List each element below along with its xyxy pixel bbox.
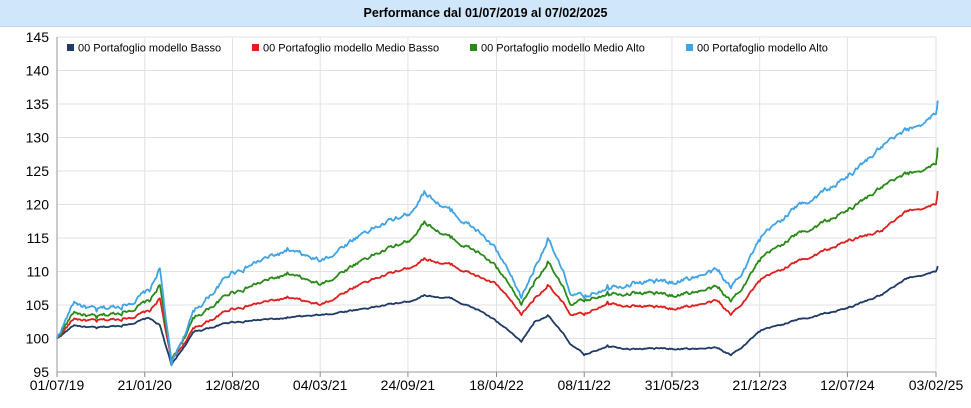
series-line-3 — [56, 147, 939, 363]
x-tick-label: 31/05/23 — [645, 377, 700, 393]
x-tick-label: 21/12/23 — [732, 377, 787, 393]
x-tick-label: 24/09/21 — [381, 377, 436, 393]
y-tick-label: 135 — [26, 96, 50, 112]
series-layer — [56, 100, 939, 367]
chart-title: Performance dal 01/07/2019 al 07/02/2025 — [0, 0, 971, 27]
y-tick-label: 125 — [26, 163, 50, 179]
x-tick-label: 01/07/19 — [30, 377, 85, 393]
x-tick-label: 12/08/20 — [205, 377, 260, 393]
x-tick-label: 21/01/20 — [117, 377, 172, 393]
x-tick-label: 18/04/22 — [469, 377, 524, 393]
axes: 95 100 105 110 115 120 125 130 135 140 145 01/07/19… — [26, 29, 964, 393]
y-tick-label: 95 — [33, 364, 49, 380]
y-tick-label: 100 — [26, 331, 50, 347]
x-tick-label: 04/03/21 — [293, 377, 348, 393]
y-tick-label: 140 — [26, 63, 50, 79]
legend: 00 Portafoglio modello Basso 00 Portafogl… — [67, 43, 828, 55]
legend-label: 00 Portafoglio modello Basso — [78, 43, 221, 55]
y-tick-label: 145 — [26, 29, 50, 45]
y-tick-label: 130 — [26, 130, 50, 146]
line-chart: 95 100 105 110 115 120 125 130 135 140 145 01/07/19… — [26, 29, 964, 393]
y-tick-label: 120 — [26, 197, 50, 213]
y-tick-label: 105 — [26, 297, 50, 313]
legend-swatch — [67, 44, 74, 51]
legend-label: 00 Portafoglio modello Alto — [697, 43, 828, 55]
x-tick-label: 03/02/25 — [909, 377, 964, 393]
series-line-4 — [56, 100, 939, 367]
y-tick-label: 115 — [27, 230, 50, 246]
legend-swatch — [252, 44, 259, 51]
x-tick-label: 12/07/24 — [820, 377, 875, 393]
legend-swatch — [470, 44, 477, 51]
y-tick-label: 110 — [27, 264, 50, 280]
series-line-2 — [56, 191, 939, 363]
legend-label: 00 Portafoglio modello Medio Basso — [263, 43, 439, 55]
series-line-1 — [56, 265, 939, 367]
x-tick-label: 08/11/22 — [557, 377, 611, 393]
legend-swatch — [686, 44, 693, 51]
legend-label: 00 Portafoglio modello Medio Alto — [481, 43, 645, 55]
